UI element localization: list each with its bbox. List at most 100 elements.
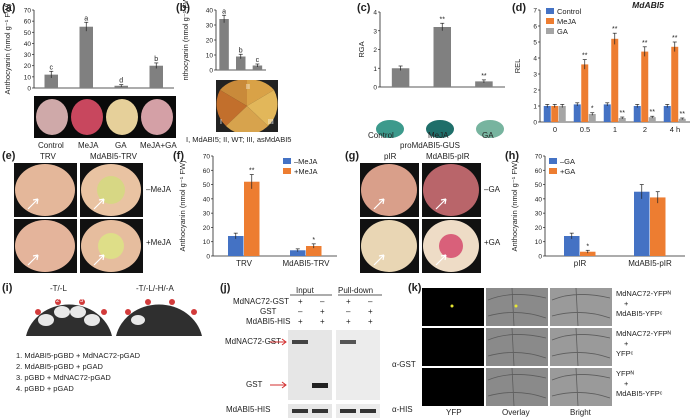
y-tick-label: 70 bbox=[203, 154, 211, 161]
j-sign-3-4: + bbox=[368, 317, 373, 326]
chart-f: 0 10 20 30 40 50 60 70 Anthocyanin (nmol g⁻¹ FW)… bbox=[178, 154, 337, 268]
x-tick-label: TRV bbox=[236, 259, 253, 268]
bar bbox=[391, 68, 410, 87]
c-xlabel-meja: MeJA bbox=[428, 131, 449, 140]
significance-label: d bbox=[119, 78, 123, 85]
y-tick-label: 30 bbox=[24, 52, 32, 59]
bar bbox=[611, 38, 619, 122]
j-band-label-2: GST bbox=[246, 380, 263, 389]
y-tick-label: 10 bbox=[535, 239, 543, 246]
j-band-arrows bbox=[270, 338, 287, 389]
legend-swatch bbox=[546, 28, 554, 34]
i-list-item-2: 2. MdABI5-pGBD + pGAD bbox=[16, 362, 103, 371]
x-tick-label: 0 bbox=[553, 125, 557, 134]
bar bbox=[551, 106, 559, 122]
b-roman-3: III bbox=[268, 119, 274, 126]
panel-label-h: (h) bbox=[505, 150, 520, 162]
chart-b: 0 10 20 30 40 Anthocyanin (nmol g⁻¹ FW) a b c bbox=[181, 0, 266, 80]
a-xlabel-control: Control bbox=[38, 141, 64, 150]
a-xlabel-meja-ga: MeJA+GA bbox=[140, 141, 177, 150]
j-sign-3-2: + bbox=[320, 317, 325, 326]
y-tick-label: 50 bbox=[203, 182, 211, 189]
c-xlabel-ga: GA bbox=[482, 131, 494, 140]
panel-label-i: (i) bbox=[2, 282, 13, 294]
significance-label: ** bbox=[642, 40, 648, 47]
j-row-name-3: MdABI5-HIS bbox=[246, 317, 291, 326]
panel-label-e: (e) bbox=[2, 150, 16, 162]
panel-label-d: (d) bbox=[512, 2, 527, 14]
j-band-label-3: MdABI5-HIS bbox=[226, 405, 271, 414]
y-tick-label: 1 bbox=[533, 104, 537, 111]
panel-label-b: (b) bbox=[176, 2, 191, 14]
significance-label: c bbox=[50, 64, 54, 71]
bar bbox=[573, 104, 581, 122]
x-tick-label: MdABI5-pIR bbox=[628, 259, 672, 268]
significance-label: ** bbox=[582, 53, 588, 60]
e-col1-label: TRV bbox=[40, 152, 56, 161]
y-tick-label: 2 bbox=[373, 47, 377, 54]
y-tick-label: 20 bbox=[203, 225, 211, 232]
y-axis-label: RGA bbox=[358, 41, 366, 57]
bar bbox=[678, 118, 686, 122]
j-sign-1-2: – bbox=[320, 297, 325, 306]
panel-label-a: (a) bbox=[2, 2, 16, 14]
j-sign-3-1: + bbox=[298, 317, 303, 326]
a-xlabel-ga: GA bbox=[115, 141, 127, 150]
significance-label: * bbox=[591, 106, 594, 113]
k-micrographs bbox=[422, 288, 612, 406]
y-tick-label: 40 bbox=[24, 41, 32, 48]
i-list-item-3: 3. pGBD + MdNAC72-pGAD bbox=[16, 373, 111, 382]
y-tick-label: 3 bbox=[533, 72, 537, 79]
y-tick-label: 10 bbox=[203, 239, 211, 246]
e-apple-grid bbox=[14, 163, 143, 273]
y-tick-label: 3 bbox=[373, 28, 377, 35]
legend-label: Control bbox=[557, 7, 582, 16]
x-tick-label: 4 h bbox=[670, 125, 680, 134]
x-tick-label: 2 bbox=[643, 125, 647, 134]
y-tick-label: 20 bbox=[24, 63, 32, 70]
significance-label: b bbox=[154, 56, 158, 63]
k-row1-c: MdABI5-YFPᶜ bbox=[616, 309, 663, 318]
y-tick-label: 10 bbox=[24, 74, 32, 81]
bar bbox=[648, 117, 656, 122]
b-roman-1: I bbox=[220, 119, 222, 126]
y-tick-label: 30 bbox=[203, 211, 211, 218]
k-row3-a: YFPᴺ bbox=[616, 369, 634, 378]
bar bbox=[580, 251, 596, 256]
bar bbox=[252, 65, 263, 70]
legend-swatch bbox=[549, 168, 557, 174]
legend-swatch bbox=[283, 168, 291, 174]
y-tick-label: 40 bbox=[535, 196, 543, 203]
panel-label-j: (j) bbox=[220, 282, 231, 294]
bar bbox=[219, 19, 229, 70]
j-antibody-his: α-HIS bbox=[392, 405, 413, 414]
y-tick-label: 0 bbox=[533, 120, 537, 127]
apple-photo-strip-a bbox=[34, 96, 176, 138]
y-tick-label: 50 bbox=[535, 182, 543, 189]
legend-label: GA bbox=[557, 27, 568, 36]
y-tick-label: 0 bbox=[538, 254, 542, 261]
k-row2-c: YFPᶜ bbox=[616, 349, 634, 358]
legend-swatch bbox=[283, 158, 291, 164]
k-row3-c: MdABI5-YFPᶜ bbox=[616, 389, 663, 398]
bar bbox=[228, 236, 244, 256]
x-tick-label: MdABI5-TRV bbox=[283, 259, 331, 268]
chart-d: 01234567RELMdABI50***0.5****1****2****4 … bbox=[513, 0, 690, 134]
e-col2-label: MdABI5-TRV bbox=[90, 152, 137, 161]
bar bbox=[650, 197, 666, 256]
x-tick-label: 0.5 bbox=[580, 125, 590, 134]
significance-label: b bbox=[239, 47, 243, 54]
panel-label-k: (k) bbox=[408, 282, 422, 294]
y-tick-label: 30 bbox=[535, 211, 543, 218]
y-axis-label: REL bbox=[513, 59, 522, 74]
bar bbox=[603, 104, 611, 122]
yeast-plates-i bbox=[26, 299, 202, 336]
g-col1-label: pIR bbox=[384, 152, 397, 161]
i-num-1: 1 bbox=[36, 300, 40, 306]
g-row2-label: +GA bbox=[484, 238, 501, 247]
y-axis-label: Anthocyanin (nmol g⁻¹ FW) bbox=[510, 160, 519, 252]
legend-swatch bbox=[549, 158, 557, 164]
bar bbox=[634, 191, 650, 256]
bar bbox=[290, 250, 306, 256]
y-tick-label: 20 bbox=[535, 225, 543, 232]
